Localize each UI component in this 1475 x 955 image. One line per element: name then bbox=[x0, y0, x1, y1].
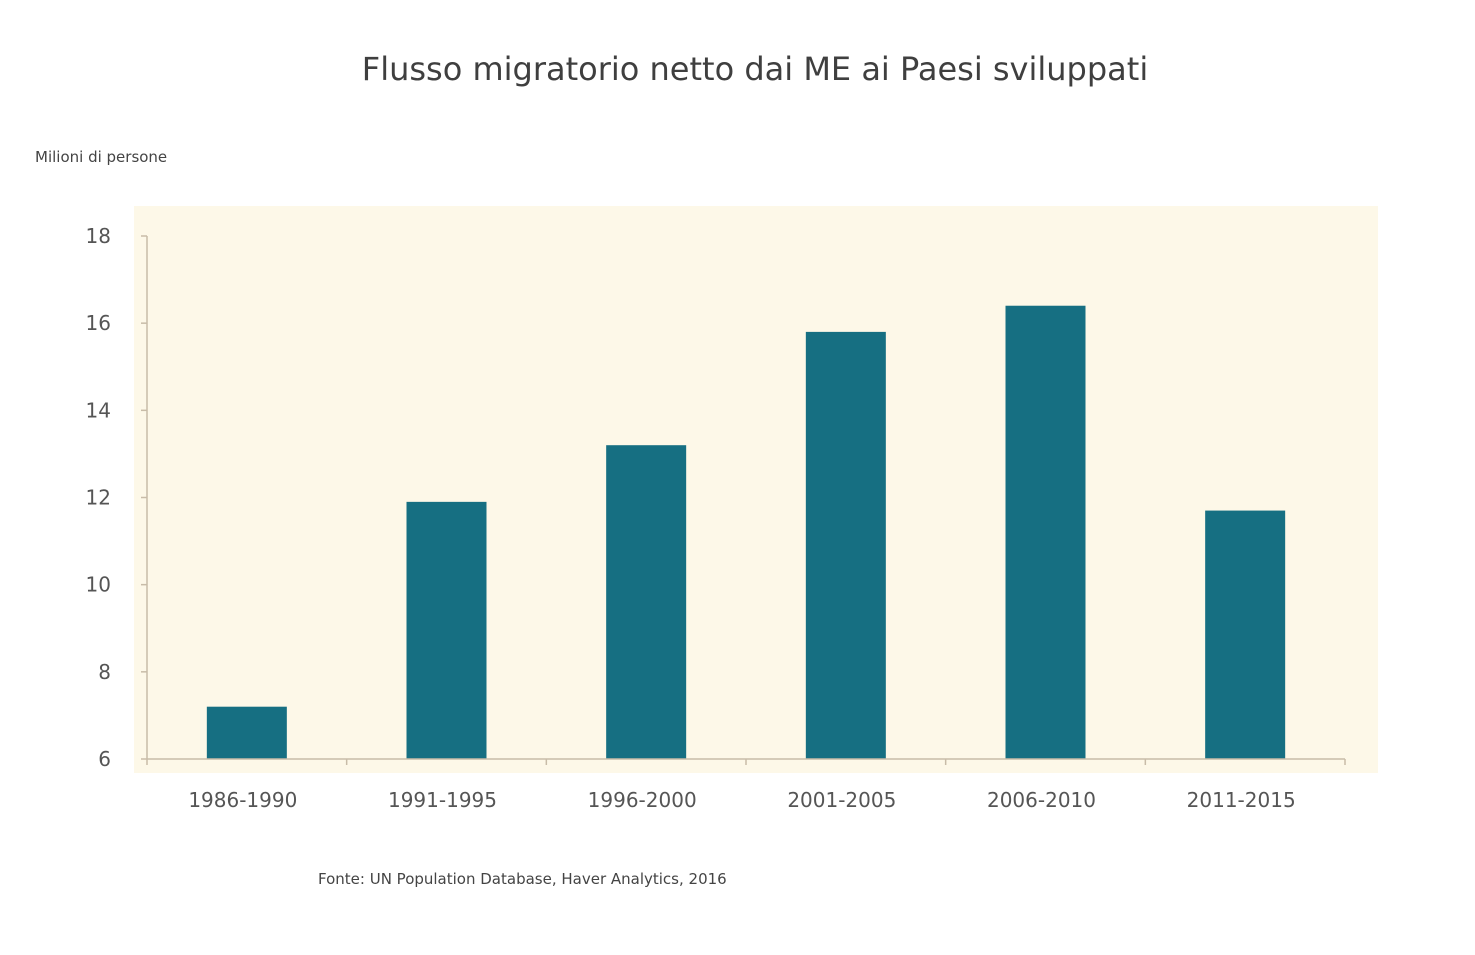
x-tick-label: 2011-2015 bbox=[1187, 788, 1296, 812]
x-tick-label: 2001-2005 bbox=[787, 788, 896, 812]
chart-title: Flusso migratorio netto dai ME ai Paesi … bbox=[361, 50, 1149, 88]
y-tick-label: 12 bbox=[86, 486, 111, 510]
y-axis-label: Milioni di persone bbox=[35, 148, 168, 166]
source-note: Fonte: UN Population Database, Haver Ana… bbox=[318, 870, 727, 888]
bar-2001-2005 bbox=[805, 331, 886, 759]
bar-2011-2015 bbox=[1205, 510, 1286, 759]
bar-2006-2010 bbox=[1005, 305, 1086, 759]
y-tick-label: 8 bbox=[98, 660, 111, 684]
x-tick-label: 1986-1990 bbox=[188, 788, 297, 812]
y-tick-label: 18 bbox=[86, 224, 111, 248]
y-tick-label: 14 bbox=[86, 398, 111, 422]
y-tick-label: 16 bbox=[86, 311, 111, 335]
y-tick-label: 10 bbox=[86, 573, 111, 597]
bar-1986-1990 bbox=[206, 706, 287, 759]
x-tick-label: 1996-2000 bbox=[588, 788, 697, 812]
plot-background bbox=[134, 206, 1378, 773]
x-tick-label: 1991-1995 bbox=[388, 788, 497, 812]
y-tick-label: 6 bbox=[98, 747, 111, 771]
x-tick-label: 2006-2010 bbox=[987, 788, 1096, 812]
bar-1991-1995 bbox=[406, 501, 487, 759]
bar-1996-2000 bbox=[606, 445, 687, 759]
